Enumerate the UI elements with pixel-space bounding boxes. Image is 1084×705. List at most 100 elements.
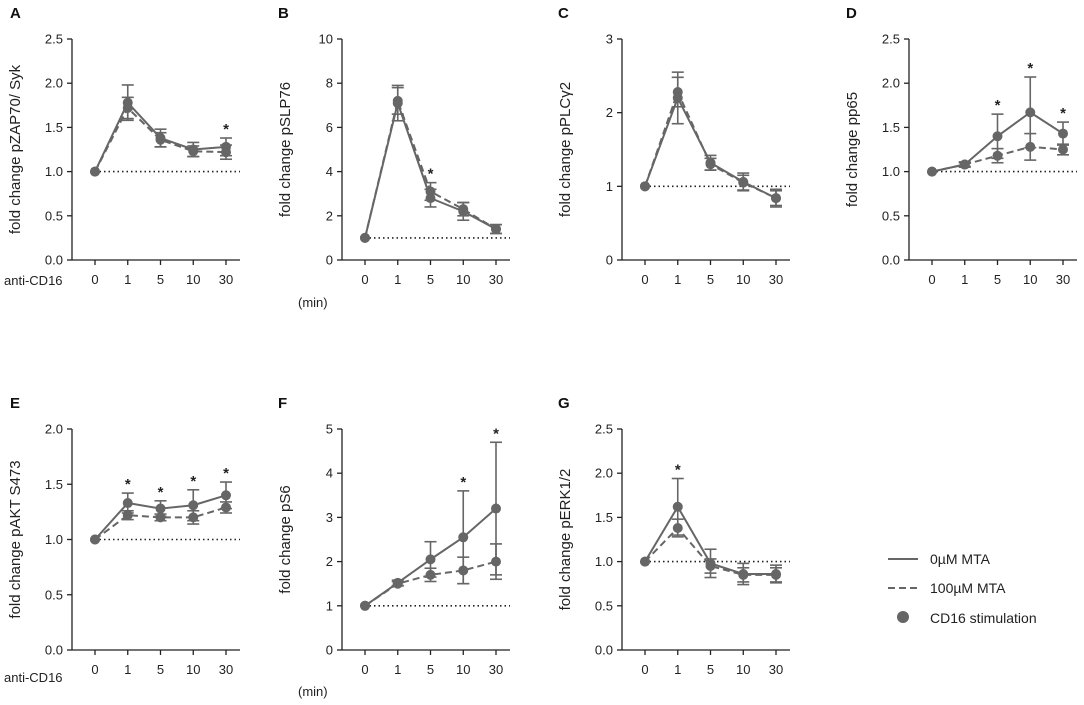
legend-marker-swatch: [897, 611, 909, 623]
x-tick-label-e: 0: [91, 662, 98, 677]
legend: 0µM MTA 100µM MTA CD16 stimulation: [888, 551, 1037, 626]
point-100um-b: [458, 204, 469, 215]
y-tick-label-c: 1: [606, 179, 613, 194]
y-tick-label-g: 2.0: [595, 466, 613, 481]
y-tick-label-c: 3: [606, 32, 613, 47]
unit-label-bottom: (min): [298, 684, 328, 699]
significance-star-e: *: [125, 476, 131, 493]
panel-letter-c: C: [558, 5, 569, 22]
y-tick-label-e: 2.0: [45, 422, 63, 437]
x-tick-label-g: 5: [707, 662, 714, 677]
point-0um-e: [122, 498, 133, 509]
panel-letter-g: G: [558, 395, 570, 412]
x-tick-label-d: 5: [994, 272, 1001, 287]
point-100um-c: [640, 181, 650, 192]
point-100um-g: [771, 569, 781, 580]
point-100um-c: [672, 87, 683, 98]
y-axis-title-c: fold change pPLCγ2: [557, 82, 574, 217]
point-0um-e: [155, 503, 166, 514]
panel-letter-d: D: [846, 5, 857, 22]
significance-star-d: *: [995, 97, 1001, 114]
x-tick-label-a: 1: [124, 272, 131, 287]
y-tick-label-d: 1.0: [882, 164, 900, 179]
panel-letter-f: F: [278, 395, 287, 412]
series-100um-line-f: [364, 560, 497, 607]
point-100um-g: [705, 561, 716, 572]
x-tick-label-a: 10: [186, 272, 200, 287]
x-tick-label-f: 5: [427, 662, 434, 677]
y-tick-label-d: 1.5: [882, 120, 900, 135]
point-0um-d: [1058, 128, 1068, 139]
y-axis-title-g: fold change pERK1/2: [557, 469, 574, 611]
point-100um-e: [155, 512, 166, 523]
y-tick-label-f: 2: [326, 554, 333, 569]
significance-star-g: *: [675, 462, 681, 479]
x-tick-label-a: 0: [91, 272, 98, 287]
significance-star-e: *: [158, 484, 164, 501]
x-tick-label-c: 5: [707, 272, 714, 287]
point-100um-f: [491, 556, 501, 567]
y-tick-label-a: 2.0: [45, 76, 63, 91]
point-0um-g: [672, 501, 683, 512]
significance-star-d: *: [1060, 105, 1066, 122]
x-tick-label-a: 30: [219, 272, 233, 287]
x-tick-label-b: 5: [427, 272, 434, 287]
y-tick-label-b: 10: [319, 32, 333, 47]
x-tick-label-g: 10: [736, 662, 750, 677]
point-100um-a: [188, 146, 199, 157]
x-tick-label-c: 1: [674, 272, 681, 287]
significance-star-b: *: [428, 166, 434, 183]
x-tick-label-e: 30: [219, 662, 233, 677]
point-100um-f: [360, 600, 370, 611]
point-0um-f: [491, 503, 501, 514]
y-tick-label-f: 1: [326, 598, 333, 613]
series-100um-line-c: [644, 91, 777, 200]
x-tick-label-c: 0: [641, 272, 648, 287]
stimulus-label-top: anti-CD16: [4, 273, 63, 288]
y-tick-label-b: 6: [326, 120, 333, 135]
point-100um-a: [221, 147, 231, 158]
point-100um-d: [992, 150, 1003, 161]
y-tick-label-e: 0.5: [45, 587, 63, 602]
x-tick-label-e: 5: [157, 662, 164, 677]
y-tick-label-g: 2.5: [595, 422, 613, 437]
significance-star-f: *: [460, 474, 466, 491]
y-tick-label-d: 0.5: [882, 208, 900, 223]
point-100um-d: [1025, 141, 1036, 152]
y-tick-label-a: 1.5: [45, 120, 63, 135]
significance-star-e: *: [190, 473, 196, 490]
x-tick-label-d: 0: [928, 272, 935, 287]
y-tick-label-e: 0.0: [45, 643, 63, 658]
y-tick-label-b: 0: [326, 253, 333, 268]
panel-letter-e: E: [10, 395, 20, 412]
x-tick-label-g: 1: [674, 662, 681, 677]
point-100um-c: [705, 159, 716, 170]
y-tick-label-c: 2: [606, 105, 613, 120]
stimulus-label-bottom: anti-CD16: [4, 670, 63, 685]
legend-dashed-label: 100µM MTA: [930, 580, 1006, 596]
y-tick-label-f: 0: [326, 643, 333, 658]
y-tick-label-b: 2: [326, 208, 333, 223]
y-tick-label-c: 0: [606, 253, 613, 268]
point-0um-e: [221, 490, 231, 501]
point-100um-g: [672, 523, 683, 534]
x-tick-label-b: 1: [394, 272, 401, 287]
y-tick-label-f: 4: [326, 466, 333, 481]
point-100um-c: [771, 193, 781, 204]
y-axis-title-e: fold change pAKT S473: [7, 460, 24, 618]
x-tick-label-b: 0: [361, 272, 368, 287]
x-tick-label-d: 30: [1056, 272, 1070, 287]
x-tick-label-a: 5: [157, 272, 164, 287]
significance-star-f: *: [493, 425, 499, 442]
x-tick-label-c: 10: [736, 272, 750, 287]
point-100um-f: [458, 565, 469, 576]
y-axis-title-a: fold change pZAP70/ Syk: [7, 64, 24, 234]
y-tick-label-f: 3: [326, 510, 333, 525]
point-100um-e: [122, 510, 133, 521]
